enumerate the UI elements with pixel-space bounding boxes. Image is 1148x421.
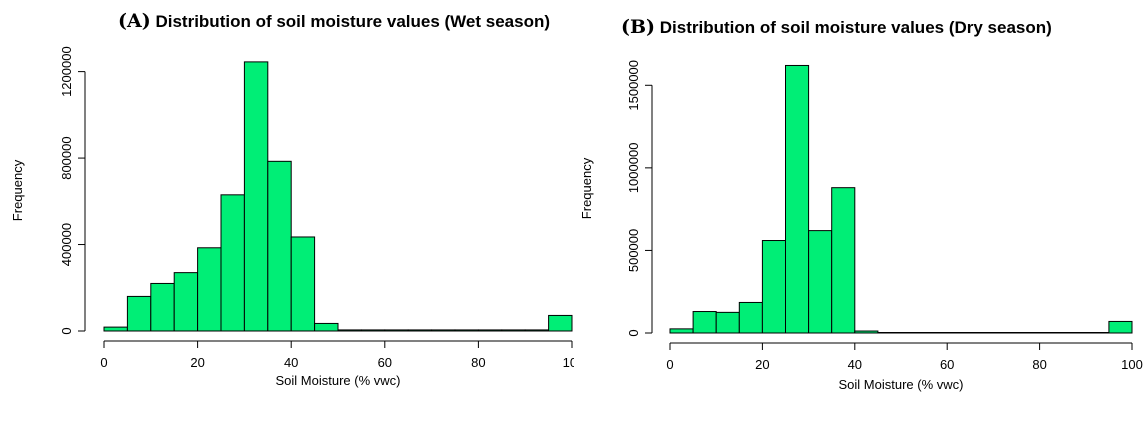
histogram-bar: [407, 329, 433, 332]
x-tick-label: 20: [190, 355, 204, 370]
y-tick-label: 800000: [59, 136, 74, 179]
x-tick-label: 60: [940, 357, 954, 372]
y-tick-label: 1200000: [59, 46, 74, 97]
histogram-bar: [548, 314, 573, 332]
histogram-bar: [831, 187, 856, 334]
chart-title-text-dry: Distribution of soil moisture values (Dr…: [659, 18, 1052, 37]
histogram-bar: [220, 194, 245, 332]
x-tick-label: 20: [755, 357, 769, 372]
panel-tag-b: (B): [621, 16, 656, 38]
histogram-bar: [290, 236, 316, 332]
y-tick-label: 400000: [59, 223, 74, 266]
histogram-bar: [384, 329, 409, 332]
histogram-panel-dry: (B) Distribution of soil moisture values…: [574, 0, 1148, 421]
y-tick-label: 1000000: [626, 143, 641, 194]
panel-tag-a: (A): [118, 10, 151, 32]
histogram-bar: [808, 230, 833, 334]
histogram-bar: [1062, 332, 1087, 334]
histogram-bar: [785, 64, 810, 334]
x-tick-label: 80: [471, 355, 485, 370]
histogram-bar: [854, 330, 879, 334]
histogram-bar: [969, 332, 994, 334]
histogram-bar: [715, 311, 740, 334]
histogram-bar: [738, 301, 763, 334]
histogram-bar: [524, 329, 550, 332]
histogram-bar: [243, 61, 269, 332]
histogram-bar: [197, 247, 222, 332]
histogram-bar: [877, 332, 902, 334]
histogram-wet-svg: 0 20 40 60 80 10( 0 400000 800000 1200000 Soil Moi…: [10, 46, 574, 388]
histogram-bar: [923, 332, 948, 334]
y-tick-label: 500000: [626, 229, 641, 272]
chart-title-wet: (A) Distribution of soil moisture values…: [118, 10, 550, 32]
histogram-bar: [267, 160, 292, 332]
histogram-bar: [454, 329, 479, 332]
histogram-bar: [103, 326, 128, 332]
y-tick-label: 0: [59, 327, 74, 334]
histogram-bar: [337, 329, 362, 332]
histogram-bar: [1108, 320, 1133, 334]
x-tick-label: 80: [1032, 357, 1046, 372]
histogram-bar: [360, 329, 386, 332]
histogram-bar: [501, 329, 526, 332]
x-tick-label: 0: [666, 357, 673, 372]
x-axis-label: Soil Moisture (% vwc): [276, 373, 401, 388]
histogram-bar: [314, 322, 339, 332]
histogram-bar: [1016, 332, 1041, 334]
histogram-panel-wet: (A) Distribution of soil moisture values…: [10, 10, 574, 388]
y-tick-label: 1500000: [626, 60, 641, 111]
histogram-bar: [761, 240, 786, 334]
y-axis-label: Frequency: [579, 157, 594, 219]
x-tick-label: 40: [284, 355, 298, 370]
histogram-bar: [992, 332, 1017, 334]
y-axis-label: Frequency: [10, 159, 25, 221]
x-tick-label: 0: [100, 355, 107, 370]
histogram-bar: [900, 332, 925, 334]
x-tick-label: 100: [1121, 357, 1143, 372]
chart-title-text-wet: Distribution of soil moisture values (We…: [155, 12, 550, 31]
y-tick-label: 0: [626, 329, 641, 336]
x-tick-label: 60: [378, 355, 392, 370]
histogram-bar: [1039, 332, 1064, 334]
histogram-bar: [946, 332, 971, 334]
histogram-bar: [1085, 332, 1110, 334]
x-tick-label: 10(: [563, 355, 574, 370]
histogram-bar: [150, 282, 175, 332]
histogram-bar: [669, 328, 694, 334]
histogram-bar: [431, 329, 456, 332]
histogram-bar: [173, 272, 199, 332]
chart-title-dry: (B) Distribution of soil moisture values…: [621, 16, 1052, 38]
histogram-bar: [126, 295, 152, 332]
x-axis-label: Soil Moisture (% vwc): [839, 377, 964, 392]
x-tick-label: 40: [848, 357, 862, 372]
histogram-bar: [692, 311, 717, 334]
histogram-dry-svg: 0 20 40 60 80 100 0 500000 1000000 1500000 Soil Mo…: [579, 60, 1143, 392]
histogram-bar: [477, 329, 503, 332]
